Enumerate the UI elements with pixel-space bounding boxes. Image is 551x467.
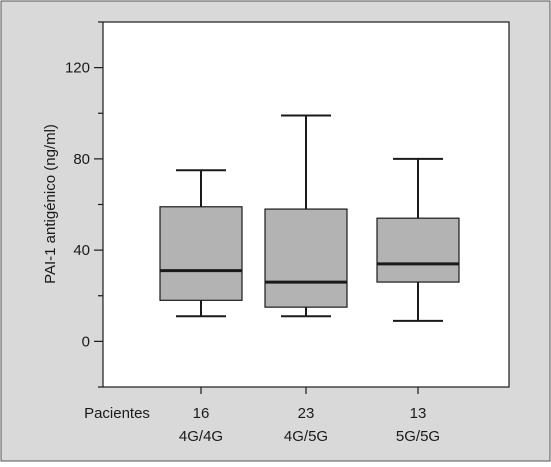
box-4G/4G xyxy=(159,169,243,318)
box-iqr xyxy=(376,217,460,283)
x-label-genotype: 5G/5G xyxy=(396,428,440,445)
y-tick-label: 0 xyxy=(82,333,90,350)
boxes-group xyxy=(159,114,460,322)
box-iqr xyxy=(264,208,348,308)
x-label-genotype: 4G/4G xyxy=(179,428,223,445)
y-tick-label: 120 xyxy=(65,60,90,77)
y-axis-label: PAI-1 antigénico (ng/ml) xyxy=(42,124,59,284)
y-axis: 0 40 80 120 xyxy=(65,21,103,388)
y-tick-label: 80 xyxy=(73,151,90,168)
x-label-n: 23 xyxy=(298,405,315,422)
x-label-n: 16 xyxy=(193,405,210,422)
box-4G/5G xyxy=(264,114,348,318)
box-5G/5G xyxy=(376,157,460,322)
pacientes-label: Pacientes xyxy=(84,405,150,422)
x-label-genotype: 4G/5G xyxy=(284,428,328,445)
x-labels: 16 4G/4G 23 4G/5G 13 5G/5G xyxy=(179,387,440,445)
y-tick-label: 40 xyxy=(73,242,90,259)
x-label-n: 13 xyxy=(410,405,427,422)
box-iqr xyxy=(159,206,243,301)
